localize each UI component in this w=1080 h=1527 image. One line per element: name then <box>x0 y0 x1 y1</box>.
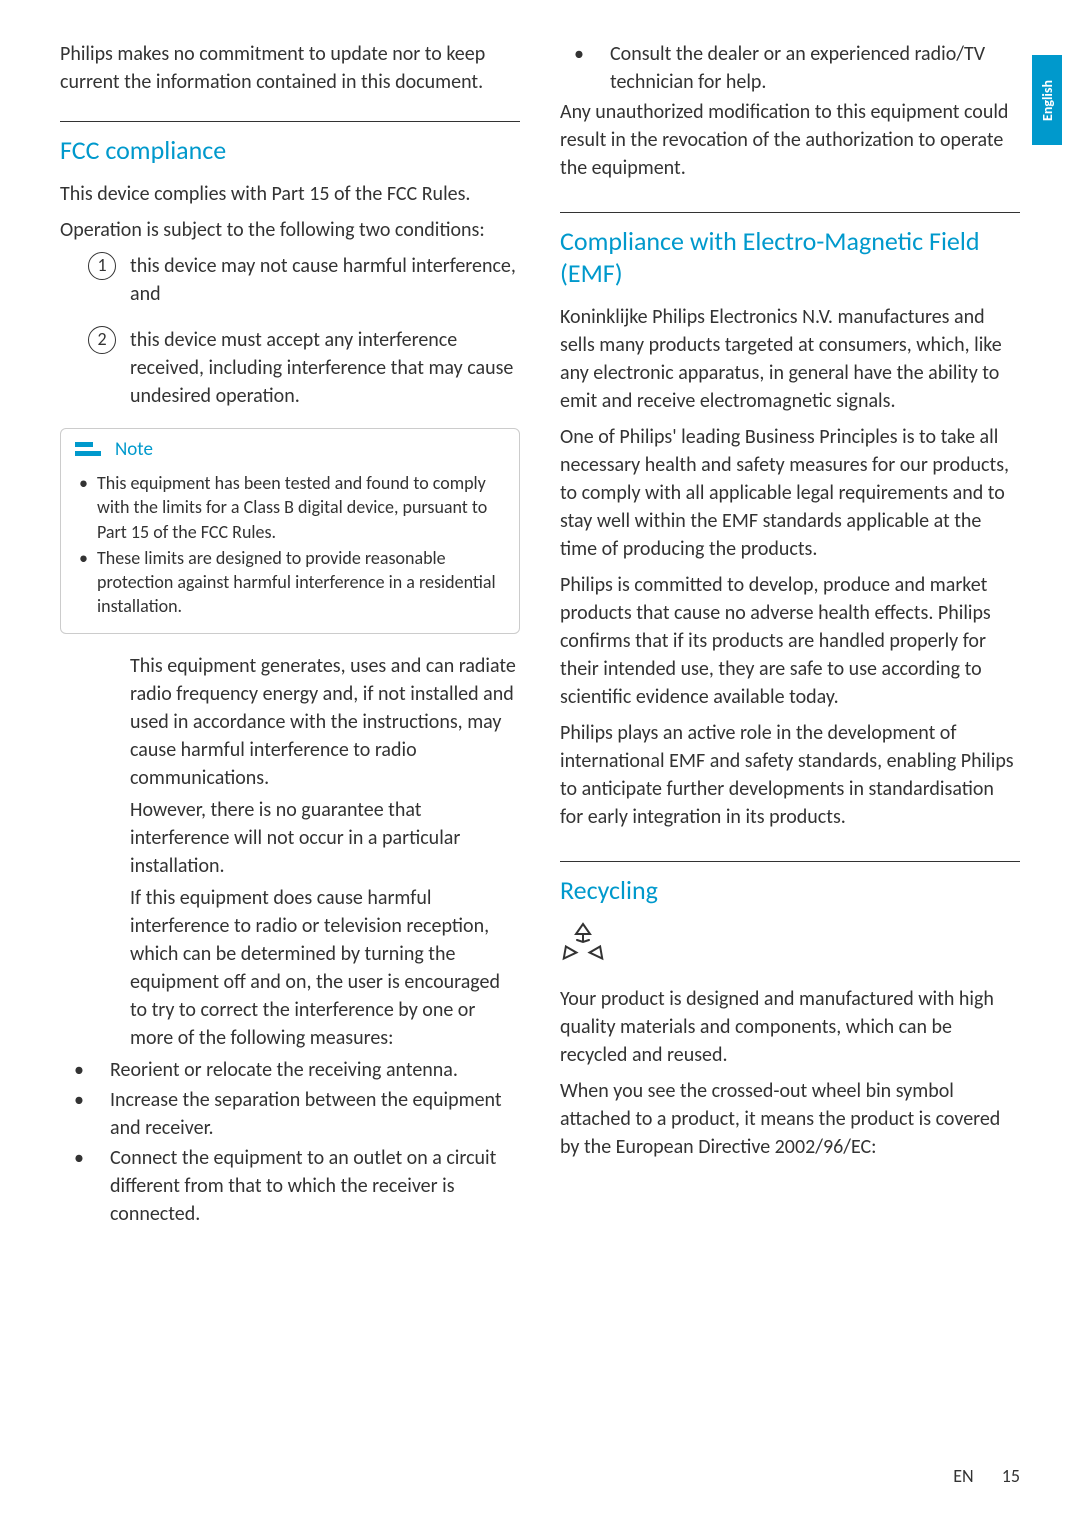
footer-page-number: 15 <box>1002 1465 1020 1487</box>
recycling-p2: When you see the crossed-out wheel bin s… <box>560 1077 1020 1161</box>
note-bullet-1: This equipment has been tested and found… <box>75 471 505 544</box>
recycling-p1: Your product is designed and manufacture… <box>560 985 1020 1069</box>
note-title: Note <box>115 438 153 461</box>
page-container: Philips makes no commitment to update no… <box>0 0 1080 1230</box>
after-note-p1: This equipment generates, uses and can r… <box>60 652 520 792</box>
footer-lang: EN <box>953 1465 973 1487</box>
emf-heading: Compliance with Electro-Magnetic Field (… <box>560 225 1020 289</box>
emf-p4: Philips plays an active role in the deve… <box>560 719 1020 831</box>
fcc-condition-2: this device must accept any interference… <box>130 326 520 410</box>
unauthorized-mod-para: Any unauthorized modification to this eq… <box>560 98 1020 182</box>
right-column: Consult the dealer or an experienced rad… <box>560 40 1020 1230</box>
after-note-p3: If this equipment does cause harmful int… <box>60 884 520 1052</box>
measure-2: Increase the separation between the equi… <box>60 1086 520 1142</box>
left-column: Philips makes no commitment to update no… <box>60 40 520 1230</box>
measure-3: Connect the equipment to an outlet on a … <box>60 1144 520 1228</box>
emf-p1: Koninklijke Philips Electronics N.V. man… <box>560 303 1020 415</box>
note-content: This equipment has been tested and found… <box>61 465 519 633</box>
note-header: Note <box>61 429 519 465</box>
intro-paragraph: Philips makes no commitment to update no… <box>60 40 520 96</box>
fcc-condition-1: this device may not cause harmful interf… <box>130 252 520 308</box>
divider <box>60 121 520 122</box>
emf-p2: One of Philips' leading Business Princip… <box>560 423 1020 563</box>
recycling-heading: Recycling <box>560 874 1020 906</box>
fcc-conditions-list: this device may not cause harmful interf… <box>60 252 520 410</box>
page-footer: EN 15 <box>953 1465 1020 1487</box>
fcc-heading: FCC compliance <box>60 134 520 166</box>
divider <box>560 861 1020 862</box>
note-box: Note This equipment has been tested and … <box>60 428 520 634</box>
after-note-p2: However, there is no guarantee that inte… <box>60 796 520 880</box>
consult-dealer-bullet: Consult the dealer or an experienced rad… <box>560 40 1020 96</box>
measures-list: Reorient or relocate the receiving anten… <box>60 1056 520 1228</box>
language-tab: English <box>1032 55 1062 145</box>
note-icon <box>75 437 103 461</box>
language-tab-text: English <box>1039 80 1056 121</box>
note-bullet-2: These limits are designed to provide rea… <box>75 546 505 619</box>
emf-p3: Philips is committed to develop, produce… <box>560 571 1020 711</box>
recycle-icon <box>560 920 1020 971</box>
fcc-para1: This device complies with Part 15 of the… <box>60 180 520 208</box>
measure-1: Reorient or relocate the receiving anten… <box>60 1056 520 1084</box>
divider <box>560 212 1020 213</box>
top-bullet-list: Consult the dealer or an experienced rad… <box>560 40 1020 96</box>
fcc-para2: Operation is subject to the following tw… <box>60 216 520 244</box>
